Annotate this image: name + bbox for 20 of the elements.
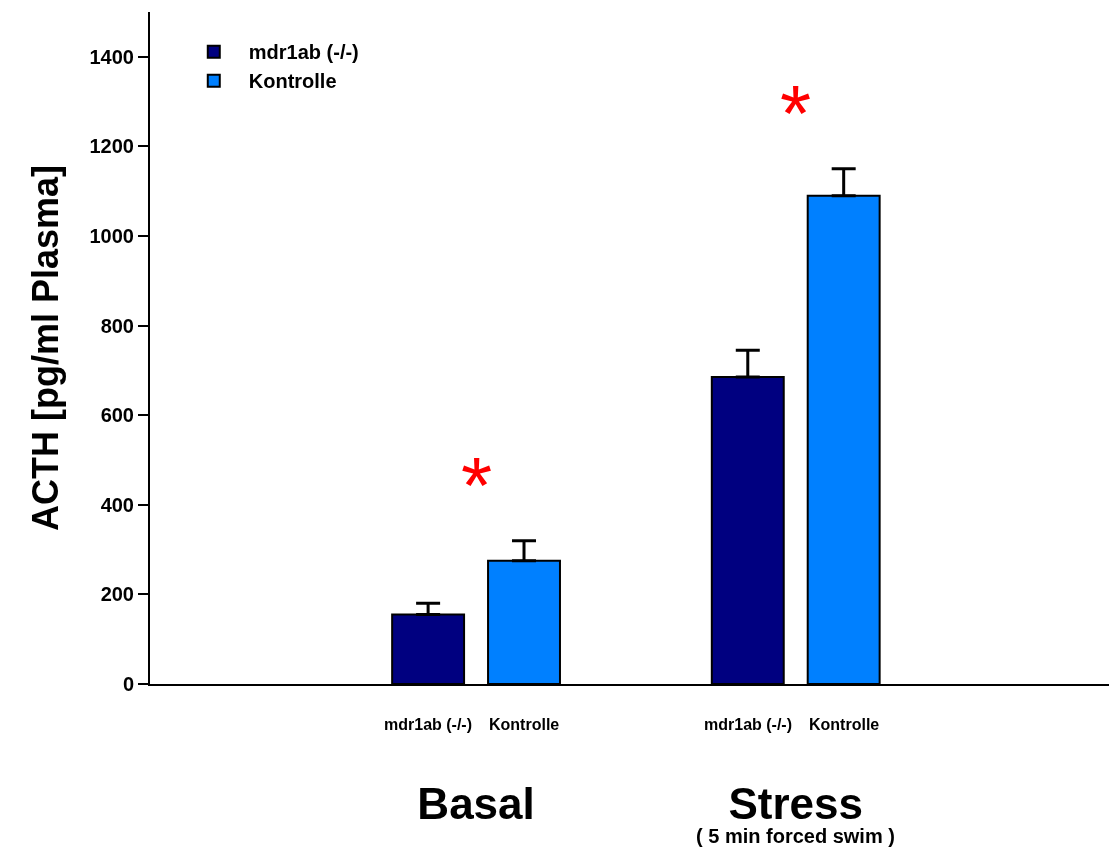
text: mdr1ab (-/-) — [704, 716, 792, 733]
legend-label: mdr1ab (-/-) — [248, 41, 359, 64]
y-tick-label: 1400 — [89, 45, 134, 68]
legend-label: Kontrolle — [248, 70, 337, 93]
text: mdr1ab (-/-) — [384, 716, 472, 733]
text: ( 5 min forced swim ) — [696, 825, 895, 847]
x-tick-label: Basal — [417, 778, 535, 828]
annotation: * — [780, 69, 812, 158]
y-tick-label: 800 — [100, 314, 134, 337]
y-tick-label: 600 — [100, 404, 134, 427]
x-tick-label: Stress — [728, 778, 863, 828]
annotation: * — [461, 441, 493, 530]
y-tick-label: 1000 — [89, 225, 134, 247]
y-tick-label: 400 — [100, 493, 134, 516]
y-tick-label: 200 — [100, 583, 134, 606]
text: Kontrolle — [489, 716, 560, 733]
y-axis-title: ACTH [pg/ml Plasma] — [24, 164, 66, 532]
y-tick-label: 1200 — [89, 135, 134, 158]
text: Kontrolle — [809, 716, 880, 733]
y-tick-label: 0 — [122, 673, 134, 695]
